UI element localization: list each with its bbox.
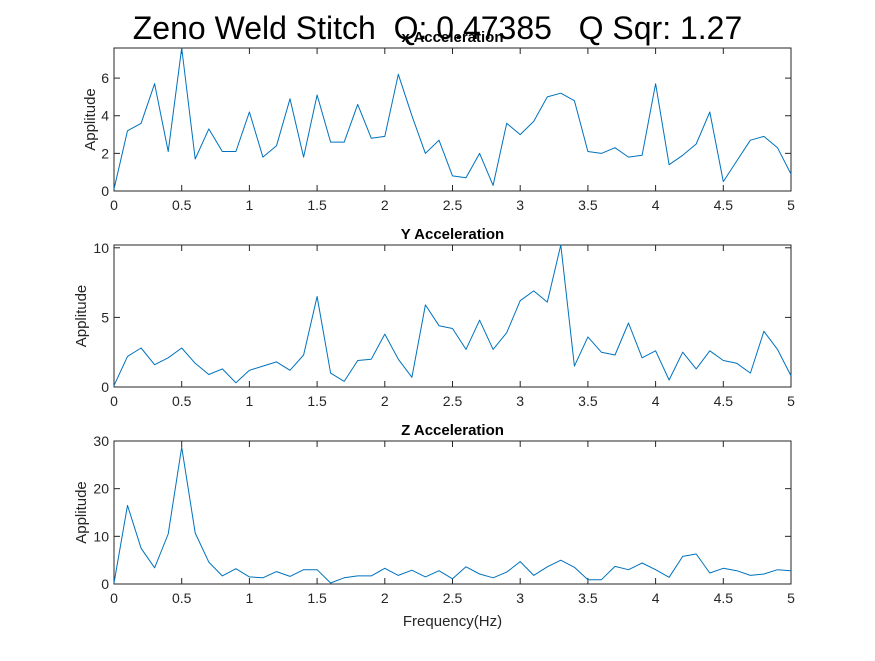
x-tick-label: 5: [787, 590, 795, 606]
series-line-1: [113, 47, 792, 190]
x-tick-label: 5: [787, 197, 795, 213]
y-tick-label: 10: [93, 528, 109, 544]
x-tick-label: 1.5: [307, 590, 327, 606]
y-tick-label: 4: [101, 108, 109, 124]
x-tick-label: 4: [652, 197, 660, 213]
x-tick-label: 1: [246, 590, 254, 606]
series-line-3: [113, 446, 792, 584]
axes-title-1: x Acceleration: [402, 29, 504, 46]
x-tick-label: 3: [516, 393, 524, 409]
x-tick-label: 4: [652, 590, 660, 606]
x-tick-label: 4: [652, 393, 660, 409]
y-tick-label: 0: [101, 183, 109, 199]
x-tick-label: 4.5: [714, 197, 734, 213]
axes-box-1: [113, 47, 792, 192]
x-tick-label: 3.5: [578, 393, 598, 409]
x-tick-label: 1: [246, 197, 254, 213]
x-tick-label: 1.5: [307, 393, 327, 409]
x-tick-label: 2.5: [443, 590, 463, 606]
x-tick-label: 2.5: [443, 197, 463, 213]
figure-suptitle: Zeno Weld Stitch Q: 0.47385 Q Sqr: 1.27: [132, 10, 743, 46]
y-tick-label: 30: [93, 433, 109, 449]
axes-box-3: [113, 440, 792, 585]
x-tick-label: 2: [381, 393, 389, 409]
x-tick-label: 1.5: [307, 197, 327, 213]
x-tick-label: 5: [787, 393, 795, 409]
x-tick-label: 4.5: [714, 393, 734, 409]
x-tick-label: 3: [516, 590, 524, 606]
x-tick-label: 0: [110, 197, 118, 213]
y-tick-label: 0: [101, 379, 109, 395]
y-axis-label: Applitude: [82, 88, 99, 151]
x-tick-label: 3: [516, 197, 524, 213]
x-tick-label: 1: [246, 393, 254, 409]
x-tick-label: 2.5: [443, 393, 463, 409]
y-tick-label: 10: [93, 240, 109, 256]
x-tick-label: 0: [110, 590, 118, 606]
axes-title-3: Z Acceleration: [401, 422, 504, 439]
x-tick-label: 4.5: [714, 590, 734, 606]
y-axis-label: Applitude: [73, 285, 90, 348]
x-tick-label: 0: [110, 393, 118, 409]
x-tick-label: 0.5: [172, 590, 192, 606]
y-tick-label: 2: [101, 145, 109, 161]
x-tick-label: 3.5: [578, 197, 598, 213]
x-tick-label: 2: [381, 590, 389, 606]
y-tick-label: 5: [101, 309, 109, 325]
y-axis-label: Applitude: [73, 481, 90, 544]
y-tick-label: 20: [93, 481, 109, 497]
x-tick-label: 0.5: [172, 393, 192, 409]
axes-title-2: Y Acceleration: [401, 226, 504, 243]
y-tick-label: 6: [101, 70, 109, 86]
x-tick-label: 0.5: [172, 197, 192, 213]
x-tick-label: 2: [381, 197, 389, 213]
y-tick-label: 0: [101, 576, 109, 592]
x-axis-label: Frequency(Hz): [403, 613, 502, 630]
axes-box-2: [113, 244, 792, 388]
series-line-2: [113, 244, 792, 386]
x-tick-label: 3.5: [578, 590, 598, 606]
